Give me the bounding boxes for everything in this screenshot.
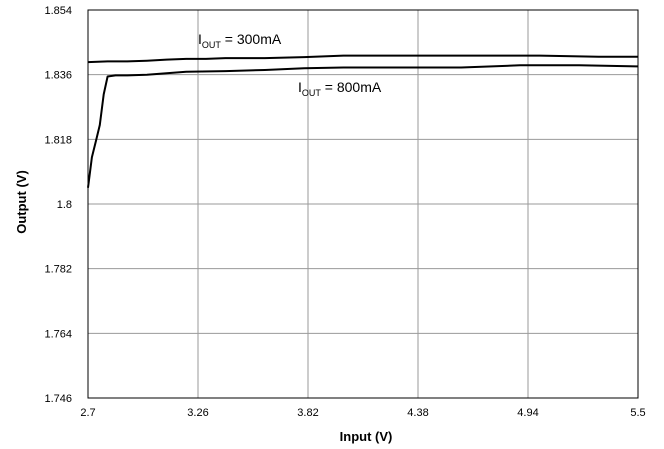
grid-lines [88,10,638,398]
series-lines [87,54,639,188]
x-tick-label: 5.5 [630,407,645,419]
y-tick-label: 1.764 [44,328,72,340]
y-tick-label: 1.818 [44,134,72,146]
y-tick-label: 1.854 [44,5,72,17]
y-tick-label: 1.836 [44,70,72,82]
series-line-0 [87,54,638,64]
plot-frame [87,9,639,399]
y-tick-label: 1.782 [44,264,72,276]
y-axis-title: Output (V) [14,170,29,234]
x-tick-label: 2.7 [80,407,95,419]
tick-labels: 2.7 3.26 3.82 4.38 4.94 5.5 1.854 1.836 1.818 1.8… [44,5,645,419]
series-label-300ma: IOUT = 300mA [198,31,282,50]
x-axis-title: Input (V) [340,429,393,444]
series-line-1 [87,64,639,188]
y-tick-label: 1.746 [44,393,72,405]
series-label-800ma: IOUT = 800mA [298,79,382,98]
y-tick-label: 1.8 [57,199,72,211]
x-tick-label: 4.38 [407,407,428,419]
x-tick-label: 3.82 [297,407,318,419]
x-tick-label: 4.94 [517,407,538,419]
x-tick-label: 3.26 [187,407,208,419]
